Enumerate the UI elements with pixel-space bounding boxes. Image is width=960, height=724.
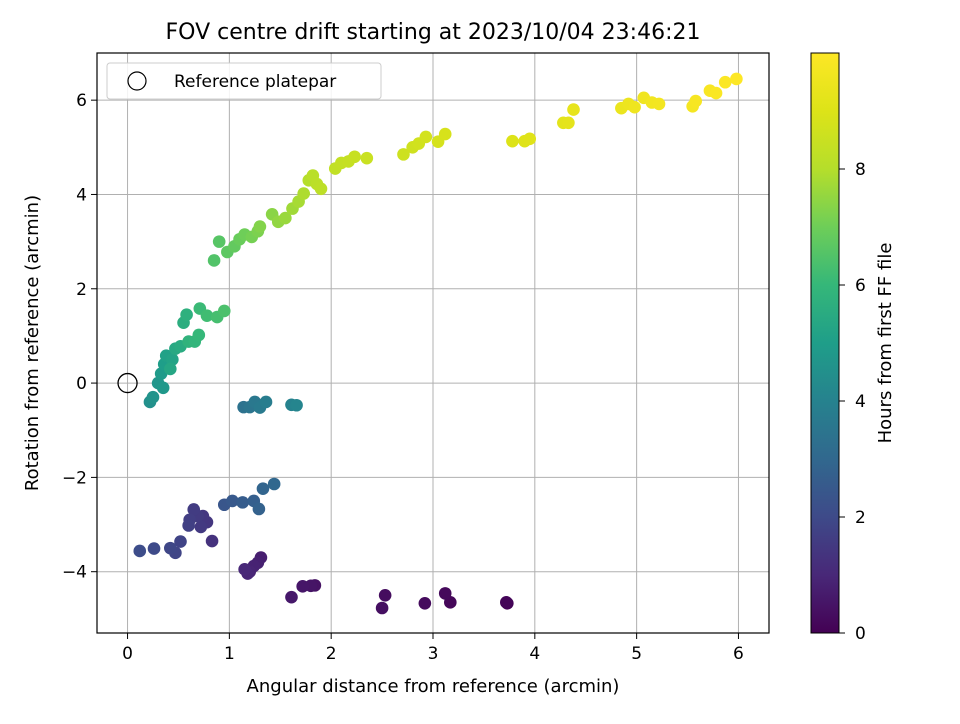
data-point	[236, 496, 249, 509]
data-point	[217, 304, 231, 318]
y-tick-label: −2	[62, 468, 87, 488]
data-point	[378, 588, 392, 602]
data-point	[147, 542, 161, 555]
data-point	[360, 151, 374, 165]
data-point	[297, 187, 310, 200]
data-point	[166, 353, 179, 366]
reference-point-marker	[117, 372, 138, 394]
colorbar	[810, 52, 840, 634]
x-tick-label: 1	[224, 644, 235, 664]
x-tick-label: 4	[529, 644, 540, 664]
y-axis-ticks: −4 −2 0 2 4 6	[62, 91, 97, 583]
data-point	[652, 97, 666, 111]
colorbar-tick-label: 8	[855, 160, 866, 180]
colorbar-label: Hours from first FF file	[875, 243, 896, 444]
data-point	[562, 116, 575, 130]
data-point	[164, 362, 177, 376]
x-tick-label: 6	[733, 644, 744, 664]
data-point	[718, 75, 732, 89]
reference-marker-group	[117, 372, 138, 394]
y-tick-label: 4	[76, 185, 87, 205]
legend-label: Reference platepar	[174, 72, 336, 92]
x-tick-label: 0	[122, 644, 133, 664]
data-point	[200, 309, 214, 322]
colorbar-ticks: 0 2 4 6 8	[839, 160, 866, 644]
x-axis-label: Angular distance from reference (arcmin)	[247, 676, 620, 697]
data-point	[730, 72, 743, 86]
data-point	[187, 503, 201, 516]
legend-marker-icon	[127, 71, 147, 91]
data-point	[628, 100, 641, 114]
data-point	[375, 601, 389, 615]
y-tick-label: −4	[62, 563, 87, 583]
data-point	[256, 482, 270, 496]
data-point	[238, 563, 251, 576]
colorbar-tick-label: 4	[855, 392, 866, 412]
data-point	[296, 580, 309, 593]
legend-box	[106, 62, 382, 100]
data-point	[438, 587, 452, 600]
data-point	[314, 182, 328, 196]
data-point	[267, 477, 281, 491]
data-points	[133, 72, 743, 615]
colorbar-tick-label: 2	[855, 508, 866, 528]
data-point	[164, 541, 177, 555]
data-point	[689, 94, 702, 108]
data-point	[397, 148, 410, 161]
legend: Reference platepar	[106, 62, 382, 100]
data-point	[156, 381, 170, 395]
data-point	[348, 150, 361, 164]
y-axis-label: Rotation from reference (arcmin)	[22, 195, 43, 491]
colorbar-tick-label: 6	[855, 276, 866, 296]
data-point	[279, 211, 292, 225]
data-point	[500, 596, 513, 609]
x-tick-label: 2	[326, 644, 337, 664]
data-point	[438, 127, 452, 141]
x-tick-label: 3	[428, 644, 439, 664]
y-tick-label: 2	[76, 280, 87, 300]
data-point	[252, 502, 266, 516]
data-point	[709, 86, 723, 100]
data-point	[506, 134, 519, 148]
data-point	[290, 398, 303, 412]
data-point	[174, 535, 187, 548]
data-point	[205, 534, 219, 548]
data-point	[146, 390, 160, 404]
data-point	[207, 254, 221, 267]
x-axis-ticks: 0 1 2 3 4 5 6	[122, 633, 744, 664]
data-point	[180, 308, 193, 322]
x-tick-label: 5	[631, 644, 642, 664]
data-point	[523, 132, 537, 146]
chart-title: FOV centre drift starting at 2023/10/04 …	[166, 20, 701, 45]
data-point	[212, 235, 226, 248]
data-point	[253, 220, 267, 233]
data-point	[567, 103, 580, 116]
y-tick-label: 6	[76, 91, 87, 111]
data-point	[194, 520, 208, 534]
data-point	[285, 590, 298, 604]
colorbar-tick-label: 0	[855, 624, 866, 644]
data-point	[259, 395, 273, 409]
data-point	[133, 544, 147, 558]
data-point	[419, 130, 433, 144]
data-point	[192, 328, 206, 342]
data-point	[418, 596, 432, 610]
data-point	[226, 494, 239, 508]
y-tick-label: 0	[76, 374, 87, 394]
data-point	[182, 519, 195, 532]
